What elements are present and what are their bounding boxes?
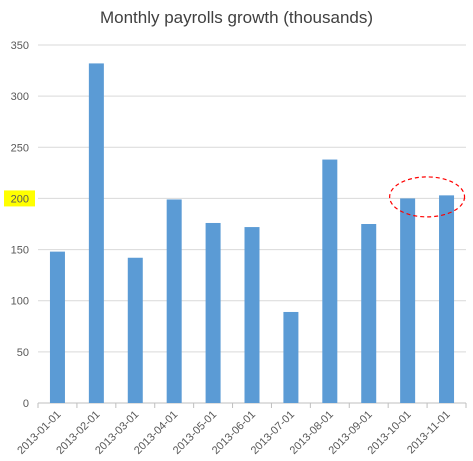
y-tick-label: 300 bbox=[11, 91, 29, 103]
chart-title: Monthly payrolls growth (thousands) bbox=[99, 8, 374, 27]
bar bbox=[127, 257, 143, 403]
ytick-highlight bbox=[4, 190, 35, 207]
bar bbox=[361, 224, 377, 403]
bar bbox=[49, 251, 65, 403]
bar bbox=[166, 199, 182, 403]
y-tick-label: 350 bbox=[11, 40, 29, 52]
annotation-ellipse bbox=[389, 176, 466, 218]
bar bbox=[400, 198, 416, 403]
y-tick-label: 150 bbox=[11, 245, 29, 257]
y-tick-label: 100 bbox=[11, 296, 29, 308]
y-tick-label: 50 bbox=[17, 347, 29, 359]
y-tick-label: 250 bbox=[11, 142, 29, 154]
bar bbox=[88, 63, 104, 403]
bar bbox=[439, 195, 455, 403]
bar bbox=[283, 311, 299, 403]
bar bbox=[205, 222, 221, 403]
bar bbox=[244, 227, 260, 403]
bar bbox=[322, 159, 338, 403]
y-tick-label: 200 bbox=[11, 193, 29, 205]
y-tick-label: 0 bbox=[23, 398, 29, 410]
